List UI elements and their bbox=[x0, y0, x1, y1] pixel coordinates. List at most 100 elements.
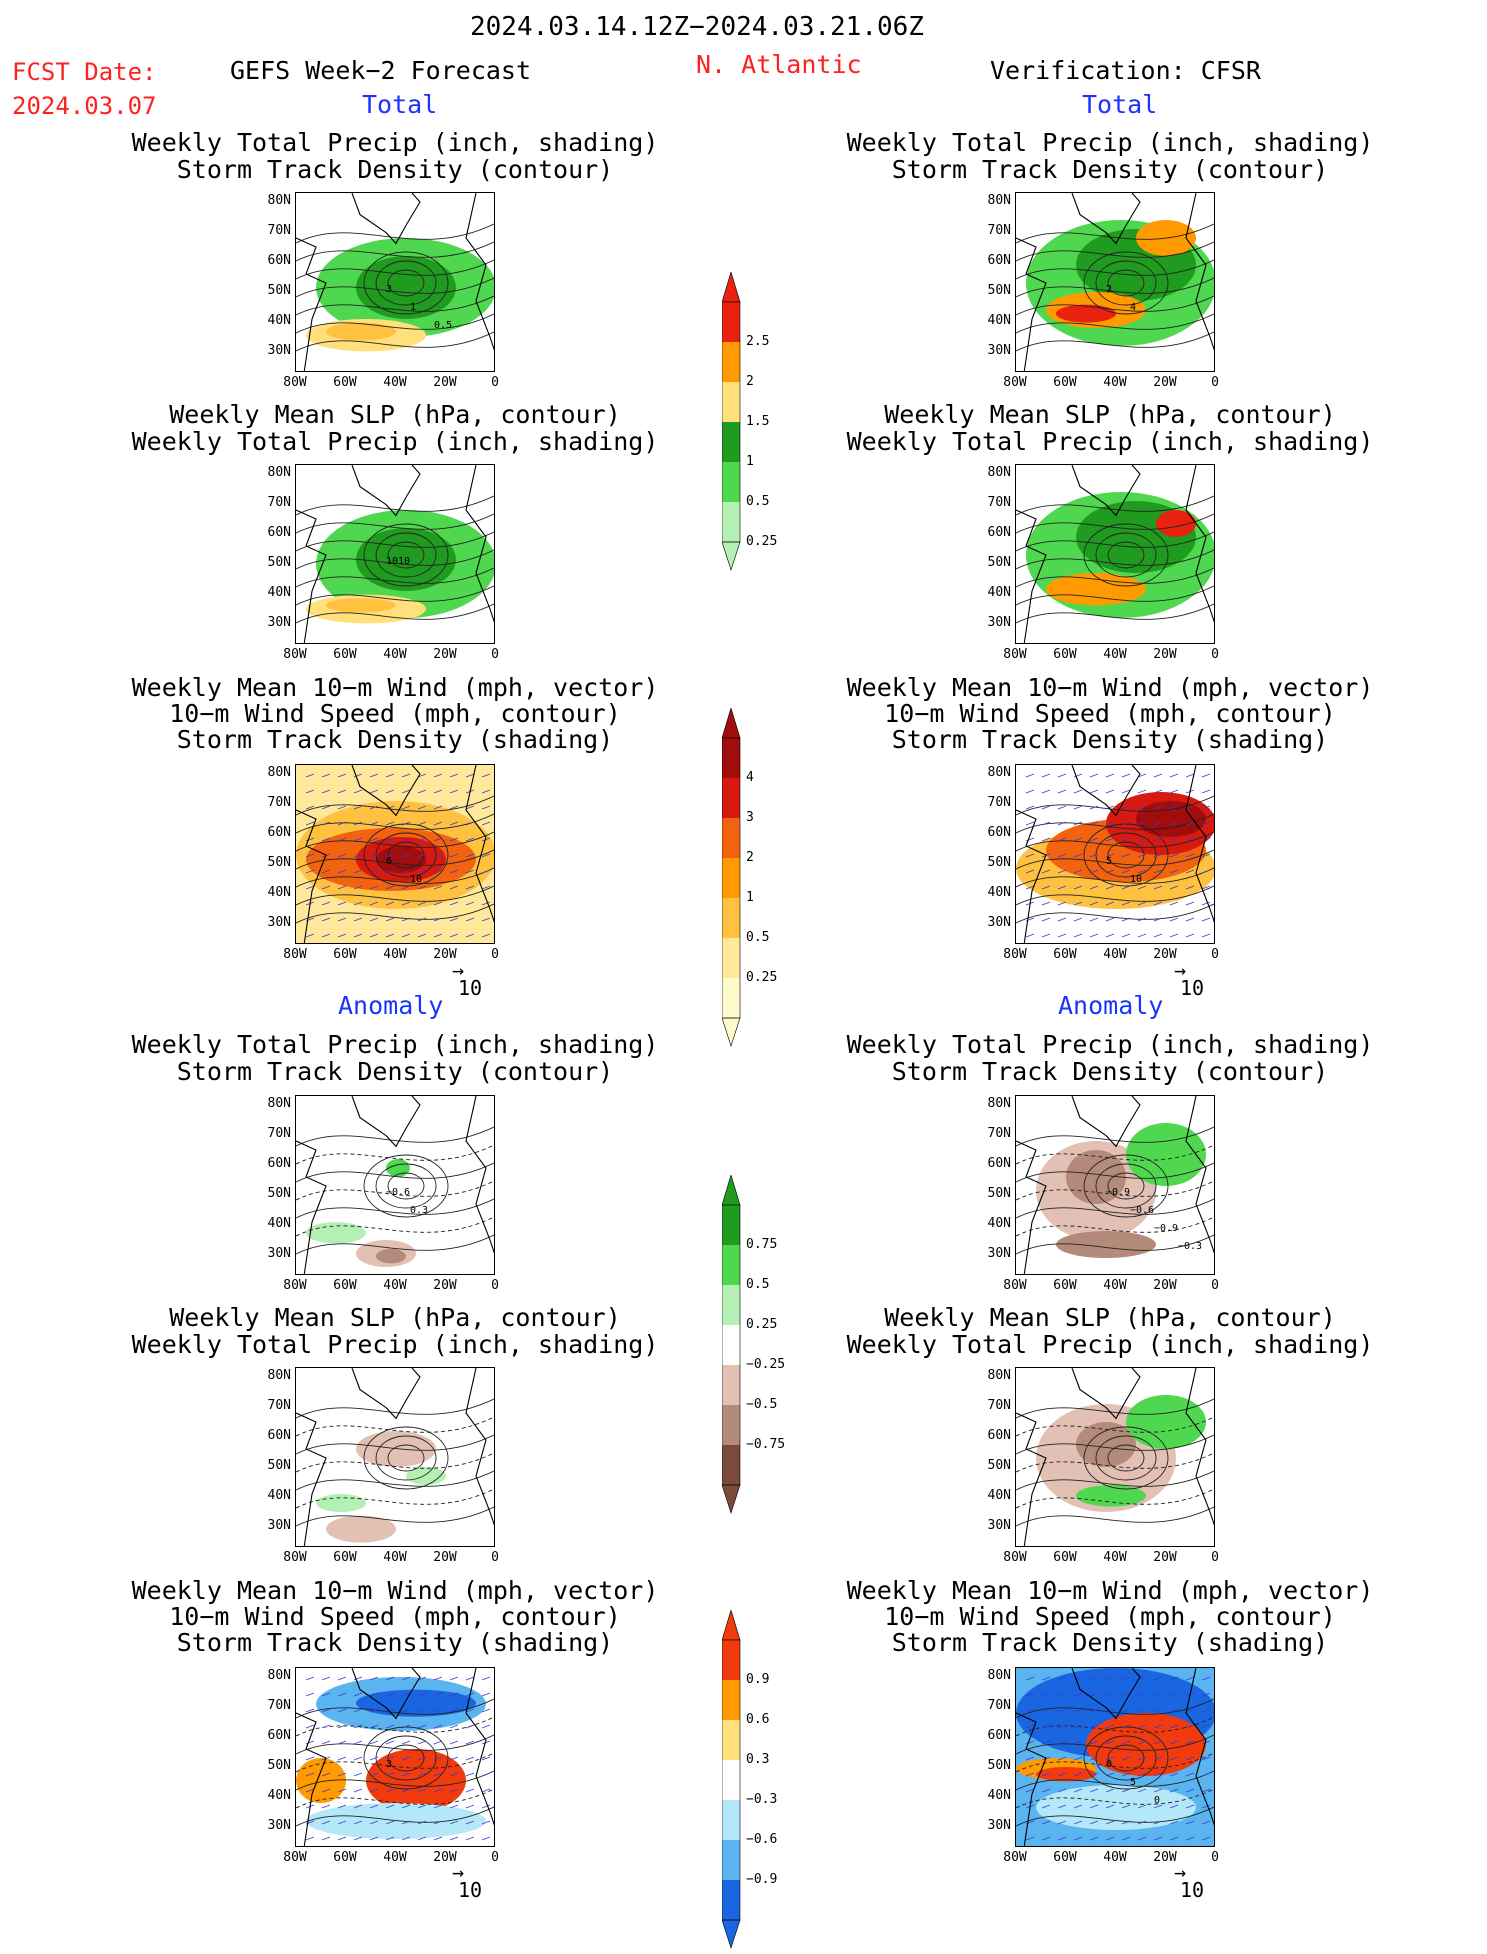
wind-vector bbox=[1137, 885, 1147, 890]
longitude-label: 0 bbox=[491, 1550, 499, 1565]
vector-reference-label: 10 bbox=[458, 976, 483, 1000]
contour-line bbox=[296, 567, 494, 588]
wind-vector bbox=[1025, 853, 1035, 858]
colorbar-tick-label: 0.25 bbox=[746, 1317, 778, 1332]
contour-label: 0 bbox=[1106, 1759, 1112, 1770]
wind-vector bbox=[481, 1708, 491, 1713]
latitude-label: 30N bbox=[267, 1246, 291, 1261]
wind-vector bbox=[1169, 837, 1179, 842]
colorbar-segment bbox=[722, 818, 740, 858]
wind-vector bbox=[1201, 869, 1211, 874]
wind-vector bbox=[305, 1772, 315, 1777]
wind-vector bbox=[481, 837, 491, 842]
wind-vector bbox=[1105, 1692, 1115, 1697]
wind-vector bbox=[401, 901, 411, 906]
wind-vector bbox=[305, 869, 315, 874]
wind-vector bbox=[1121, 1820, 1131, 1825]
wind-vector bbox=[481, 917, 491, 922]
colorbar-tick-label: 0.3 bbox=[746, 1752, 770, 1767]
wind-vector bbox=[417, 869, 427, 874]
wind-vector bbox=[1137, 917, 1147, 922]
wind-vector bbox=[321, 869, 331, 874]
colorbar-cap bbox=[721, 1919, 741, 1949]
wind-vector bbox=[1121, 1708, 1131, 1713]
contour-ring bbox=[1107, 1172, 1145, 1200]
longitude-label: 80W bbox=[283, 1278, 307, 1293]
latitude-label: 80N bbox=[987, 193, 1011, 208]
wind-vector bbox=[1025, 805, 1035, 810]
wind-vector bbox=[1121, 1724, 1131, 1729]
panel-title: 10−m Wind Speed (mph, contour) bbox=[884, 1602, 1336, 1631]
wind-vector bbox=[417, 1772, 427, 1777]
greenland-coastline bbox=[1071, 765, 1141, 817]
shaded-region bbox=[376, 1249, 406, 1264]
wind-vector bbox=[465, 885, 475, 890]
wind-vector bbox=[321, 917, 331, 922]
shaded-region bbox=[1156, 510, 1196, 537]
wind-vector bbox=[1041, 869, 1051, 874]
wind-vector bbox=[481, 885, 491, 890]
panel-title: Weekly Total Precip (inch, shading) bbox=[846, 128, 1374, 157]
wind-vector bbox=[433, 773, 443, 778]
colorbar-tick-label: 0.5 bbox=[746, 930, 770, 945]
wind-vector bbox=[385, 789, 395, 794]
colorbar-cap bbox=[721, 706, 741, 739]
contour-line bbox=[296, 295, 494, 316]
wind-vector bbox=[385, 1756, 395, 1761]
wind-vector bbox=[1073, 773, 1083, 778]
colorbar-segment bbox=[722, 1325, 740, 1365]
colorbar-tick-label: 3 bbox=[746, 810, 754, 825]
wind-vector bbox=[1089, 933, 1099, 938]
wind-vector bbox=[1073, 805, 1083, 810]
contour-line bbox=[296, 277, 494, 298]
wind-vector bbox=[1169, 1788, 1179, 1793]
wind-vector bbox=[1169, 917, 1179, 922]
wind-vector bbox=[417, 1820, 427, 1825]
wind-vector bbox=[417, 933, 427, 938]
wind-vector bbox=[1169, 1740, 1179, 1745]
latitude-label: 40N bbox=[987, 1788, 1011, 1803]
longitude-label: 0 bbox=[1211, 375, 1219, 390]
longitude-label: 40W bbox=[383, 947, 407, 962]
wind-vector bbox=[1105, 773, 1115, 778]
wind-vector bbox=[1057, 1676, 1067, 1681]
wind-vector bbox=[1089, 853, 1099, 858]
wind-vector bbox=[1137, 1820, 1147, 1825]
wind-vector bbox=[1057, 805, 1067, 810]
colorbar-tick-label: 1.5 bbox=[746, 414, 770, 429]
wind-vector bbox=[337, 1676, 347, 1681]
colorbar-segment bbox=[722, 858, 740, 898]
wind-vector bbox=[1121, 933, 1131, 938]
wind-vector bbox=[449, 1820, 459, 1825]
wind-vector bbox=[401, 869, 411, 874]
longitude-label: 0 bbox=[1211, 1850, 1219, 1865]
latitude-label: 70N bbox=[267, 1398, 291, 1413]
wind-vector bbox=[1185, 1724, 1195, 1729]
wind-vector bbox=[337, 1788, 347, 1793]
wind-vector bbox=[417, 917, 427, 922]
latitude-label: 60N bbox=[267, 525, 291, 540]
wind-vector bbox=[1201, 1676, 1211, 1681]
wind-vector bbox=[1153, 789, 1163, 794]
longitude-label: 60W bbox=[333, 647, 357, 662]
colorbar-tick-label: 0.25 bbox=[746, 970, 778, 985]
latitude-label: 80N bbox=[987, 1368, 1011, 1383]
wind-vector bbox=[1057, 869, 1067, 874]
wind-vector bbox=[481, 1804, 491, 1809]
wind-vector bbox=[385, 773, 395, 778]
wind-vector bbox=[1185, 869, 1195, 874]
contour-ring bbox=[1095, 1163, 1157, 1209]
wind-vector bbox=[369, 901, 379, 906]
wind-vector bbox=[1089, 1820, 1099, 1825]
wind-vector bbox=[1041, 805, 1051, 810]
wind-vector bbox=[433, 933, 443, 938]
colorbar-tick-label: −0.25 bbox=[746, 1357, 786, 1372]
wind-vector bbox=[481, 901, 491, 906]
wind-vector bbox=[337, 837, 347, 842]
wind-vector bbox=[433, 869, 443, 874]
shaded-region bbox=[406, 1467, 446, 1485]
wind-vector bbox=[417, 837, 427, 842]
contour-ring bbox=[387, 1172, 425, 1200]
wind-vector bbox=[433, 837, 443, 842]
wind-vector bbox=[465, 1676, 475, 1681]
